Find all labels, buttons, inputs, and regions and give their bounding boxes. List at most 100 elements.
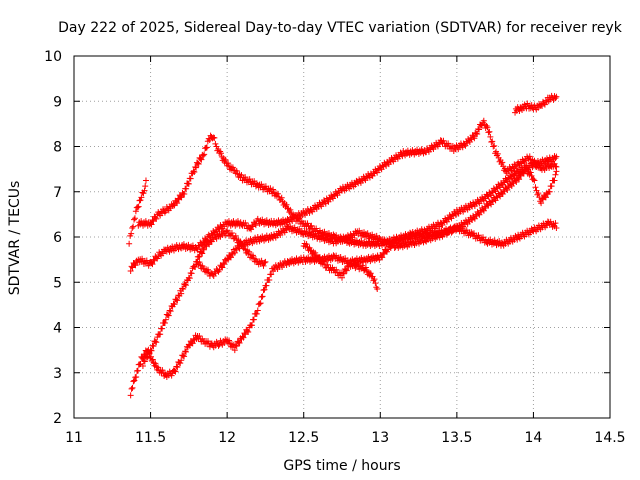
data-point [131, 215, 138, 222]
data-point [304, 220, 311, 227]
data-point [129, 384, 136, 391]
data-point [180, 286, 187, 293]
data-point [199, 250, 206, 257]
data-point [145, 262, 152, 269]
data-point [194, 160, 201, 167]
data-point [134, 367, 141, 374]
data-point [227, 254, 234, 261]
series-track-h [512, 92, 560, 116]
data-point [274, 190, 281, 197]
data-point [155, 364, 162, 371]
y-tick-label: 8 [53, 140, 62, 156]
data-point [542, 194, 549, 201]
data-point [168, 372, 175, 379]
y-tick-label: 4 [53, 321, 62, 337]
data-point [362, 264, 369, 271]
data-point [140, 190, 147, 197]
data-point [182, 282, 189, 289]
data-point [514, 236, 521, 243]
data-point [133, 373, 140, 380]
data-point [141, 187, 148, 194]
data-point [203, 144, 210, 151]
data-point [200, 152, 207, 159]
data-point [132, 262, 139, 269]
data-point [367, 270, 374, 277]
data-point [528, 172, 535, 179]
data-point [179, 285, 186, 292]
data-point [483, 122, 490, 129]
data-point [352, 181, 359, 188]
data-point [233, 167, 240, 174]
data-point [313, 225, 320, 232]
y-axis-label: SDTVAR / TECUs [7, 181, 23, 296]
data-point [501, 165, 508, 172]
data-point [206, 241, 213, 248]
data-point [552, 155, 559, 162]
data-point [316, 254, 323, 261]
data-point [186, 275, 193, 282]
data-point [529, 227, 536, 234]
data-point [486, 128, 493, 135]
data-point [376, 234, 383, 241]
data-point [268, 271, 275, 278]
data-point [312, 249, 319, 256]
data-point [256, 300, 263, 307]
data-point [516, 176, 523, 183]
data-point [374, 286, 381, 293]
data-point [152, 214, 159, 221]
data-point [131, 377, 138, 384]
data-point [150, 343, 157, 350]
data-point [254, 307, 261, 314]
data-point [198, 156, 205, 163]
series-track-a [126, 177, 149, 247]
data-point [258, 293, 265, 300]
data-point [131, 216, 138, 223]
data-point [513, 164, 520, 171]
data-point [452, 212, 459, 219]
data-point [538, 200, 545, 207]
data-point [127, 392, 134, 399]
data-point [262, 258, 269, 265]
x-axis-label: GPS time / hours [283, 458, 400, 474]
data-point [259, 293, 266, 300]
data-point [437, 137, 444, 144]
data-point [532, 184, 539, 191]
data-point [445, 140, 452, 147]
data-point [232, 342, 239, 349]
data-point [263, 282, 270, 289]
data-point [174, 364, 181, 371]
data-point [174, 200, 181, 207]
data-point [389, 239, 396, 246]
data-point [132, 208, 139, 215]
data-point [143, 353, 150, 360]
data-point [157, 331, 164, 338]
data-point [196, 259, 203, 266]
data-point [252, 222, 259, 229]
data-point [526, 153, 533, 160]
data-point [231, 347, 238, 354]
data-point [218, 150, 225, 157]
data-point [261, 259, 268, 266]
data-point [536, 194, 543, 201]
data-point [182, 348, 189, 355]
data-point [339, 269, 346, 276]
data-point [138, 194, 145, 201]
data-point [440, 137, 447, 144]
y-tick-label: 9 [53, 94, 62, 110]
data-point [246, 248, 253, 255]
data-point [141, 358, 148, 365]
data-point [475, 125, 482, 132]
data-point [436, 141, 443, 148]
y-tick-label: 7 [53, 185, 62, 201]
data-point [553, 224, 560, 231]
data-point [172, 368, 179, 375]
data-point [381, 236, 388, 243]
data-point [343, 267, 350, 274]
data-point [553, 153, 560, 160]
data-point [295, 215, 302, 222]
data-point [215, 342, 222, 349]
data-point [142, 177, 149, 184]
data-point [196, 332, 203, 339]
data-point [250, 316, 257, 323]
data-point [130, 223, 137, 230]
